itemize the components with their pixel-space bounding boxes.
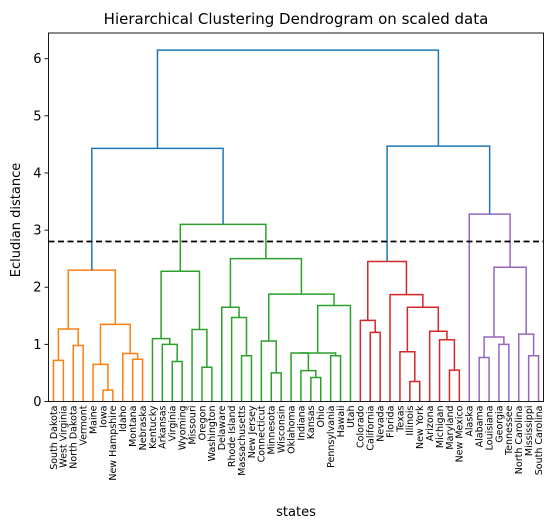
leaf-label: Indiana: [296, 406, 307, 441]
dendrogram-link-g6: [160, 270, 201, 339]
leaf-label: Texas: [395, 405, 406, 432]
leaf-label: Nevada: [375, 406, 386, 442]
y-tick-label-3: 3: [33, 224, 41, 239]
dendrogram-link-g5: [191, 328, 208, 402]
leaf-label: Massachusetts: [237, 405, 248, 475]
leaf-label: New York: [415, 405, 426, 449]
leaf-label: Colorado: [356, 405, 367, 448]
dendrogram-link-o3: [57, 328, 79, 361]
leaf-label: Hawaii: [336, 406, 347, 438]
leaf-label: Tennessee: [504, 405, 515, 456]
dendrogram-link-g13: [300, 369, 317, 402]
y-axis-label: Ecludian distance: [9, 163, 24, 278]
dendrogram-link-g4: [201, 366, 213, 402]
dendrogram-link-g12: [310, 376, 322, 402]
dendrogram-link-b3: [156, 49, 440, 149]
dendrogram-link-p1: [478, 356, 490, 402]
leaf-label: Maryland: [445, 406, 456, 450]
leaf-label: Idaho: [118, 405, 129, 432]
dendrogram-link-g19: [229, 257, 303, 308]
leaf-label: New Mexico: [455, 405, 466, 462]
leaf-label: Kansas: [306, 405, 317, 439]
leaf-label: South Dakota: [49, 406, 60, 470]
leaf-label: Alaska: [465, 406, 476, 437]
leaf-label: Maine: [88, 405, 99, 434]
leaf-label: Rhode Island: [227, 406, 238, 468]
dendrogram-link-r9: [389, 293, 424, 402]
y-tick-label-6: 6: [33, 52, 41, 67]
y-tick-label-5: 5: [33, 109, 41, 124]
y-tick-label-1: 1: [33, 338, 41, 353]
leaf-label: Oregon: [197, 406, 208, 441]
leaf-label: Louisiana: [484, 406, 495, 451]
leaf-label: Wyoming: [177, 406, 188, 451]
y-tick-label-0: 0: [33, 395, 41, 410]
dendrogram-link-r6: [438, 339, 456, 402]
dendrogram-link-g7: [240, 355, 253, 402]
dendrogram-link-r1: [369, 331, 381, 402]
dendrogram-link-o2: [72, 344, 84, 402]
leaf-label: Florida: [385, 406, 396, 438]
y-tick-label-4: 4: [33, 166, 41, 181]
leaf-label: Missouri: [187, 406, 198, 445]
leaf-label: Wisconsin: [276, 406, 287, 453]
chart-title: Hierarchical Clustering Dendrogram on sc…: [104, 10, 489, 28]
dendrogram-link-g17: [316, 304, 352, 402]
dendrogram-link-r3: [409, 380, 421, 402]
leaf-label: Ohio: [316, 405, 327, 427]
y-axis: 0 1 2 3 4 5 6: [33, 52, 49, 410]
y-tick-label-2: 2: [33, 281, 41, 296]
dendrogram-link-r5: [448, 369, 461, 402]
leaf-label: Nebraska: [138, 406, 149, 451]
dendrogram-link-p4: [527, 355, 540, 402]
leaf-label: Georgia: [494, 406, 505, 443]
leaf-label: Minnesota: [267, 406, 278, 455]
leaf-label: California: [366, 406, 377, 451]
dendrogram-link-g9: [221, 306, 240, 402]
dendrogram-link-g1: [171, 360, 183, 402]
leaf-label: Oklahoma: [286, 406, 297, 454]
leaf-label: South Carolina: [534, 406, 545, 476]
x-axis-label: states: [276, 505, 316, 520]
dendrogram-link-o9: [67, 269, 117, 329]
leaf-label: Arkansas: [158, 405, 169, 448]
leaf-label: Pennsylvania: [326, 406, 337, 468]
dendrogram-link-b2: [386, 145, 491, 262]
leaf-label: Illinois: [405, 405, 416, 435]
leaf-label: Washington: [207, 406, 218, 462]
dendrogram-link-p5: [518, 333, 535, 402]
dendrogram-links: [52, 49, 540, 402]
leaf-label: Montana: [128, 406, 139, 447]
leaf-label: North Carolina: [514, 406, 525, 475]
leaf-label: Kentucky: [148, 405, 159, 449]
leaf-label: Mississippi: [524, 406, 535, 457]
leaf-label: Vermont: [78, 405, 89, 445]
plot-frame: [48, 32, 544, 402]
leaf-label: New Jersey: [247, 405, 258, 458]
dendrogram-link-g16: [299, 352, 337, 356]
leaf-label: Michigan: [435, 406, 446, 449]
leaf-label: Virginia: [168, 406, 179, 442]
dendrogram-link-r7: [428, 330, 448, 402]
leaf-label: Arizona: [425, 406, 436, 442]
leaf-label: Connecticut: [257, 405, 268, 462]
leaf-label: Utah: [346, 406, 357, 429]
dendrogram-link-r2: [359, 319, 376, 402]
leaf-label: Alabama: [474, 406, 485, 448]
leaf-label: New Hampshire: [108, 405, 119, 480]
dendrogram-link-r8: [406, 306, 440, 352]
leaf-label: West Virginia: [59, 406, 70, 468]
leaf-label: North Dakota: [69, 406, 80, 469]
leaf-label: Delaware: [217, 405, 228, 450]
dendrogram-link-g15: [329, 355, 342, 402]
leaf-label: Iowa: [98, 406, 109, 428]
dendrogram-link-o4: [102, 389, 114, 402]
